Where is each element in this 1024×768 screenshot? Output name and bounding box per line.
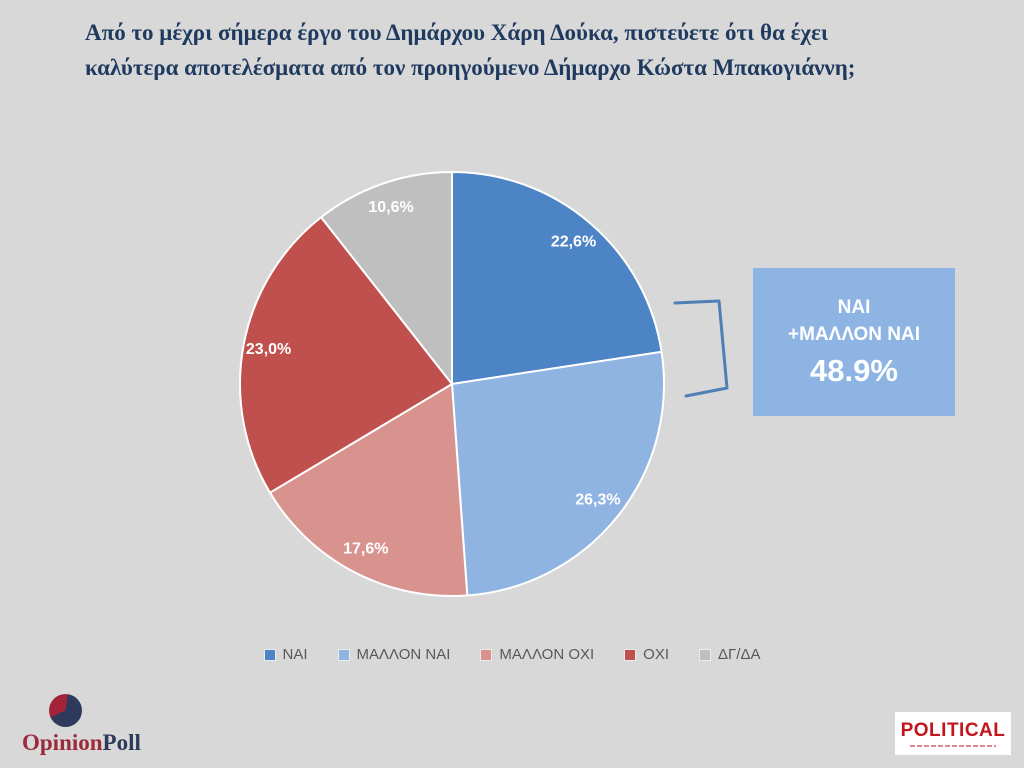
legend-swatch-icon-1 xyxy=(337,648,350,661)
legend-swatch-icon-2 xyxy=(480,648,493,661)
question-title-line2: καλύτερα αποτελέσματα από τον προηγούμεν… xyxy=(85,54,856,80)
legend-swatch-icon-0 xyxy=(263,648,276,661)
legend-label-3: ΟΧΙ xyxy=(643,646,669,663)
callout-bracket xyxy=(673,299,729,398)
pie-slice-3 xyxy=(239,216,453,494)
political-logo: POLITICAL xyxy=(895,712,1011,755)
pie-slice-label-4: 10,6% xyxy=(368,199,413,216)
pie-chart: 22,6% 26,3% 17,6% 23,0% 10,6% xyxy=(239,171,665,597)
opinionpoll-logo-text: OpinionPoll xyxy=(22,730,141,756)
legend-label-2: ΜΑΛΛΟΝ ΟΧΙ xyxy=(499,646,595,663)
legend-item-4: ΔΓ/ΔΑ xyxy=(699,646,760,663)
political-logo-text: POLITICAL xyxy=(900,720,1006,741)
chart-legend: ΝΑΙ ΜΑΛΛΟΝ ΝΑΙ ΜΑΛΛΟΝ ΟΧΙ ΟΧΙ ΔΓ/ΔΑ xyxy=(0,646,1024,663)
political-logo-tagline xyxy=(910,745,996,747)
callout-box: ΝΑΙ +ΜΑΛΛΟΝ ΝΑΙ 48.9% xyxy=(753,268,955,416)
pie-slice-label-1: 26,3% xyxy=(575,492,620,509)
legend-label-1: ΜΑΛΛΟΝ ΝΑΙ xyxy=(356,646,451,663)
pie-slice-label-0: 22,6% xyxy=(551,234,596,251)
legend-swatch-icon-4 xyxy=(699,648,711,661)
legend-item-1: ΜΑΛΛΟΝ ΝΑΙ xyxy=(337,646,451,663)
legend-item-3: ΟΧΙ xyxy=(624,646,669,663)
pie-slice-2 xyxy=(268,383,469,597)
pie-slice-label-2: 17,6% xyxy=(343,541,388,558)
legend-item-0: ΝΑΙ xyxy=(263,646,308,663)
callout-line1: ΝΑΙ xyxy=(837,296,871,318)
opinionpoll-logo-part1: Opinion xyxy=(22,730,103,755)
legend-label-0: ΝΑΙ xyxy=(282,646,308,663)
opinionpoll-logo: OpinionPoll xyxy=(22,694,141,756)
pie-slice-label-3: 23,0% xyxy=(246,341,291,358)
question-title-line1: Από το μέχρι σήμερα έργο του Δημάρχου Χά… xyxy=(85,20,828,45)
callout-line2: +ΜΑΛΛΟΝ ΝΑΙ xyxy=(788,323,920,345)
pie-slice-0 xyxy=(451,171,663,385)
legend-swatch-icon-3 xyxy=(624,648,637,661)
pie-slice-4 xyxy=(320,171,453,385)
pie-slice-1 xyxy=(451,350,665,597)
opinionpoll-pie-icon xyxy=(49,694,82,727)
legend-item-2: ΜΑΛΛΟΝ ΟΧΙ xyxy=(480,646,594,663)
opinionpoll-logo-part2: Poll xyxy=(102,730,141,755)
legend-label-4: ΔΓ/ΔΑ xyxy=(718,646,761,663)
callout-value: 48.9% xyxy=(810,353,898,389)
question-title: Από το μέχρι σήμερα έργο του Δημάρχου Χά… xyxy=(85,16,985,85)
